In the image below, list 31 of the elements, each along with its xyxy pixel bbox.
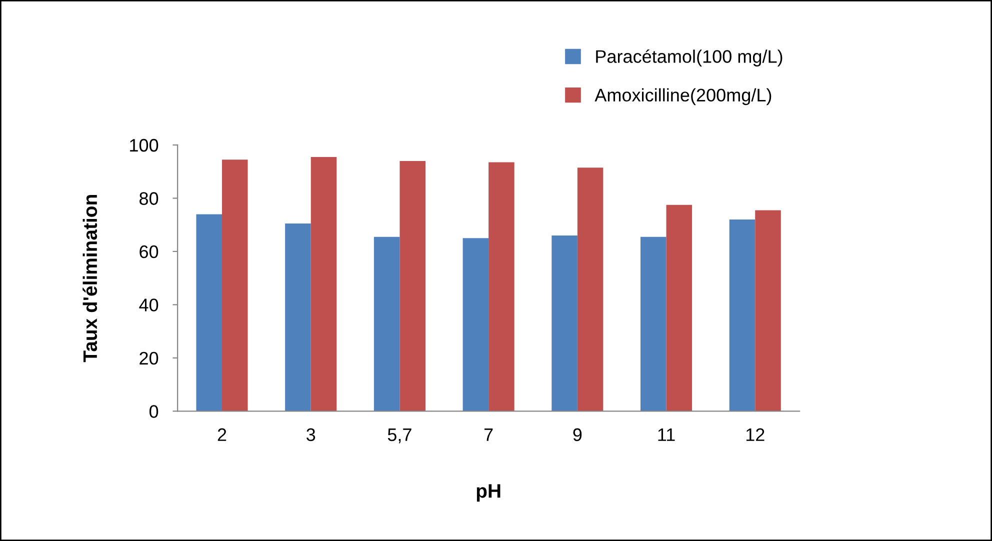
y-axis-title: Taux d'élimination (82, 195, 98, 362)
bar (577, 168, 604, 412)
legend-label: Paracétamol(100 mg/L) (596, 49, 782, 66)
x-tick-label: 11 (658, 428, 675, 441)
bar (285, 224, 311, 412)
bar (729, 220, 756, 412)
bar (640, 236, 666, 412)
bar (374, 236, 400, 412)
y-tick-label: 20 (140, 352, 158, 365)
x-axis-title: pH (476, 484, 500, 502)
y-tick-label: 40 (139, 298, 158, 312)
x-tick-label: 9 (573, 428, 582, 442)
bar (666, 204, 692, 412)
y-tick-label: 60 (140, 245, 158, 258)
bar (462, 238, 489, 412)
x-tick-label: 3 (306, 428, 316, 442)
x-tick-label: 12 (746, 428, 764, 441)
bar (488, 162, 514, 412)
legend-label: Amoxicilline(200mg/L) (594, 88, 772, 106)
y-tick-label: 0 (149, 405, 158, 418)
bar (222, 160, 248, 412)
x-tick-label: 2 (218, 428, 226, 441)
x-tick-label: 7 (484, 428, 493, 441)
bar (400, 160, 426, 412)
bar (755, 210, 781, 412)
bar (196, 214, 222, 412)
bar (552, 235, 578, 412)
y-tick-label: 100 (130, 138, 158, 152)
bar (310, 156, 337, 412)
y-tick-label: 80 (140, 192, 158, 205)
x-tick-label: 5,7 (388, 428, 412, 444)
